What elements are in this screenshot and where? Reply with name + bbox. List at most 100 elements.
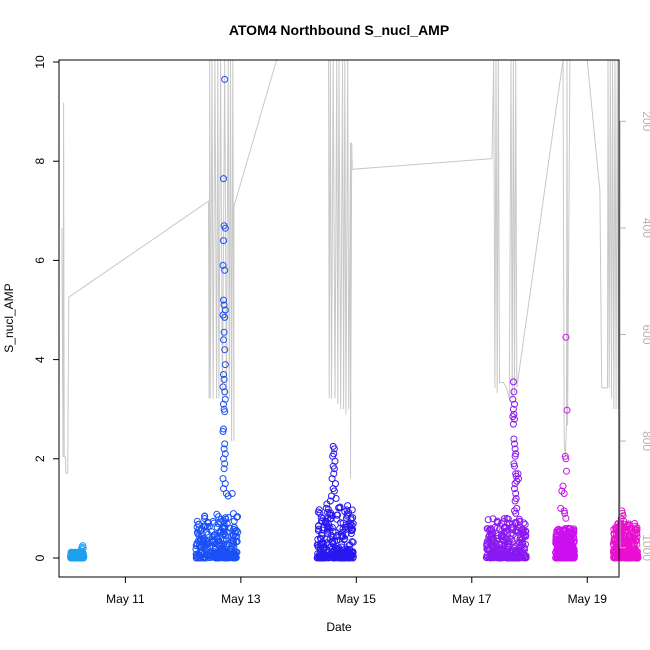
- point: [220, 445, 228, 453]
- series-may-12-13: [192, 75, 242, 562]
- point: [570, 529, 578, 537]
- point: [221, 440, 229, 448]
- point: [511, 452, 519, 460]
- point: [489, 515, 497, 523]
- series-may-14-15: [313, 442, 357, 562]
- point: [221, 361, 229, 369]
- depth-line: [61, 59, 619, 479]
- point: [318, 554, 326, 562]
- point: [326, 497, 334, 505]
- point: [509, 405, 517, 413]
- point: [330, 487, 338, 495]
- x-axis-label: Date: [326, 620, 352, 634]
- point: [205, 553, 212, 561]
- point: [632, 526, 640, 534]
- point: [230, 523, 238, 531]
- point: [221, 313, 229, 321]
- point: [326, 524, 334, 532]
- point: [220, 552, 228, 560]
- point: [512, 490, 520, 497]
- point: [617, 519, 625, 527]
- point: [219, 261, 227, 269]
- point: [221, 460, 229, 468]
- point: [492, 541, 500, 549]
- point: [209, 517, 217, 525]
- point: [498, 534, 506, 542]
- y-tick-label: 0: [33, 554, 47, 561]
- point: [317, 513, 325, 521]
- point: [318, 517, 326, 525]
- point: [632, 536, 640, 544]
- point: [500, 515, 508, 523]
- point: [565, 541, 573, 549]
- point: [562, 333, 570, 341]
- chart-title: ATOM4 Northbound S_nucl_AMP: [229, 22, 449, 38]
- point: [510, 388, 518, 396]
- point: [222, 548, 230, 556]
- point: [192, 542, 200, 550]
- point: [206, 544, 214, 551]
- point: [323, 535, 331, 543]
- point: [220, 517, 228, 525]
- point: [482, 554, 490, 561]
- point: [496, 551, 504, 559]
- point: [333, 549, 340, 557]
- point: [344, 502, 352, 510]
- depth-series: [61, 59, 619, 479]
- point: [556, 546, 564, 554]
- point: [511, 415, 518, 423]
- point: [221, 224, 229, 232]
- point: [79, 542, 87, 550]
- point: [629, 553, 636, 561]
- point: [632, 553, 640, 561]
- point: [515, 475, 522, 483]
- point: [503, 515, 511, 522]
- y2-tick-label: 600: [640, 324, 650, 344]
- y-axis-label: S_nucl_AMP: [2, 283, 16, 352]
- point: [513, 526, 520, 534]
- point: [327, 514, 335, 522]
- point: [512, 554, 520, 562]
- point: [322, 554, 330, 562]
- y-axis: 0 2 4 6 8 10: [33, 55, 59, 561]
- point: [563, 531, 571, 539]
- point: [511, 480, 519, 488]
- point: [217, 526, 225, 534]
- point: [211, 538, 219, 546]
- point: [343, 510, 351, 518]
- point: [330, 470, 338, 478]
- point: [342, 521, 350, 529]
- point: [331, 457, 339, 465]
- series-may-19-20: [609, 507, 642, 562]
- point: [520, 519, 528, 527]
- point: [318, 531, 326, 539]
- point: [337, 554, 345, 562]
- plot-frame: [58, 59, 620, 578]
- point: [627, 537, 634, 545]
- point: [316, 509, 324, 517]
- point: [193, 554, 200, 562]
- series-may-10: [67, 542, 88, 562]
- point: [563, 406, 571, 414]
- point: [487, 525, 495, 533]
- y-tick-label: 10: [33, 55, 47, 69]
- point: [511, 440, 518, 448]
- point: [514, 470, 522, 478]
- point: [486, 526, 494, 534]
- point: [199, 522, 207, 530]
- point: [325, 525, 333, 533]
- point: [622, 532, 630, 540]
- point: [231, 554, 239, 562]
- point: [625, 542, 633, 550]
- point: [221, 408, 229, 416]
- point: [220, 455, 227, 463]
- y2-tick-label: 200: [640, 111, 650, 131]
- point: [631, 520, 639, 527]
- point: [502, 550, 509, 558]
- point: [553, 540, 561, 548]
- point: [347, 527, 355, 535]
- point: [72, 550, 80, 557]
- point: [196, 549, 204, 557]
- point: [212, 552, 220, 560]
- point: [561, 551, 569, 559]
